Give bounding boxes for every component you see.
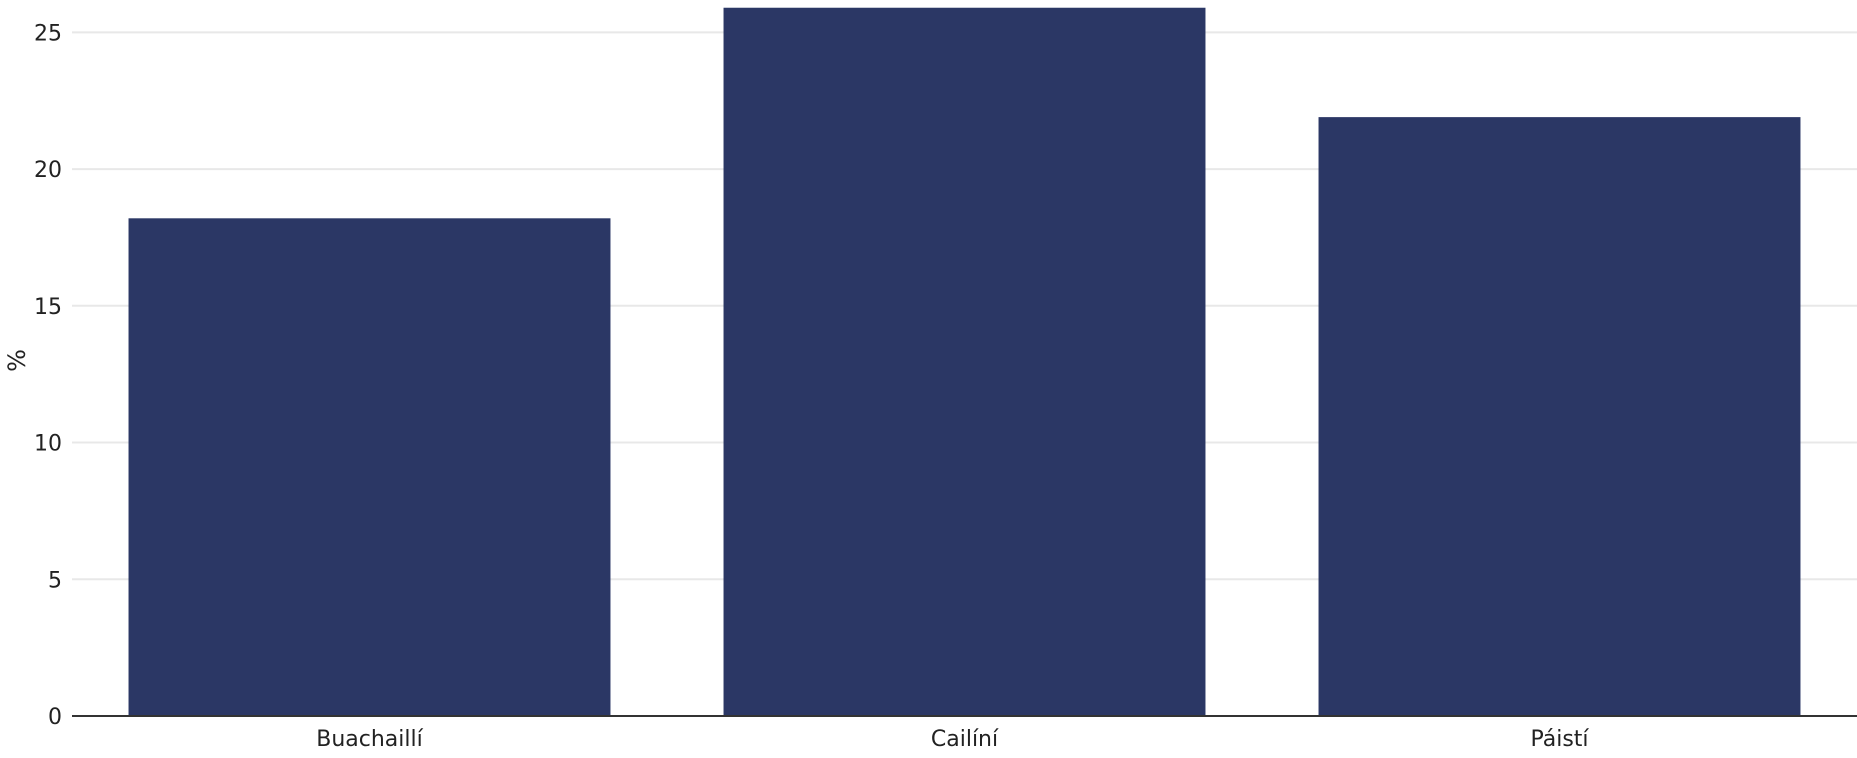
bar-0 — [128, 218, 611, 717]
x-axis-ticks: Buachaillí Cailíní Páistí — [316, 727, 1589, 752]
bar-2 — [1318, 117, 1801, 716]
y-tick-label: 15 — [34, 295, 62, 320]
y-tick-label: 20 — [34, 158, 62, 183]
y-tick-label: 10 — [34, 432, 62, 457]
x-tick-label: Buachaillí — [316, 727, 423, 752]
bars — [128, 7, 1801, 717]
x-tick-label: Cailíní — [931, 727, 999, 752]
bar-1 — [723, 7, 1206, 716]
y-tick-label: 5 — [48, 568, 62, 593]
y-axis-label: % — [3, 349, 31, 372]
y-axis-ticks: 0 5 10 15 20 25 — [34, 21, 62, 730]
y-tick-label: 0 — [48, 705, 62, 730]
y-tick-label: 25 — [34, 21, 62, 46]
x-tick-label: Páistí — [1530, 727, 1589, 752]
